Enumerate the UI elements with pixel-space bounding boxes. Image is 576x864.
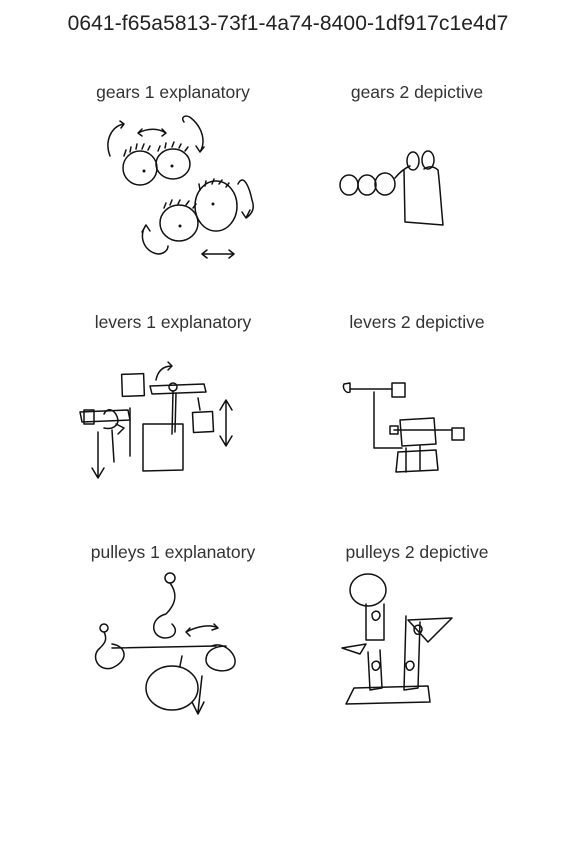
panel-label-gears-2: gears 2 depictive [350,82,484,102]
panel-label-pulleys-1: pulleys 1 explanatory [90,542,256,562]
pulleys-depictive-sketch [341,573,453,705]
panel-label-pulleys-2: pulleys 2 depictive [345,542,489,562]
panel-label-gears-1: gears 1 explanatory [96,82,250,102]
page-title: 0641-f65a5813-73f1-4a74-8400-1df917c1e4d… [67,12,509,35]
levers-explanatory-sketch [79,361,233,479]
gears-explanatory-sketch [107,115,254,259]
pulleys-explanatory-sketch [94,572,236,715]
gears-depictive-sketch [339,150,444,226]
panel-label-levers-2: levers 2 depictive [349,312,485,332]
levers-depictive-sketch [342,382,465,473]
panel-label-levers-1: levers 1 explanatory [94,312,252,332]
